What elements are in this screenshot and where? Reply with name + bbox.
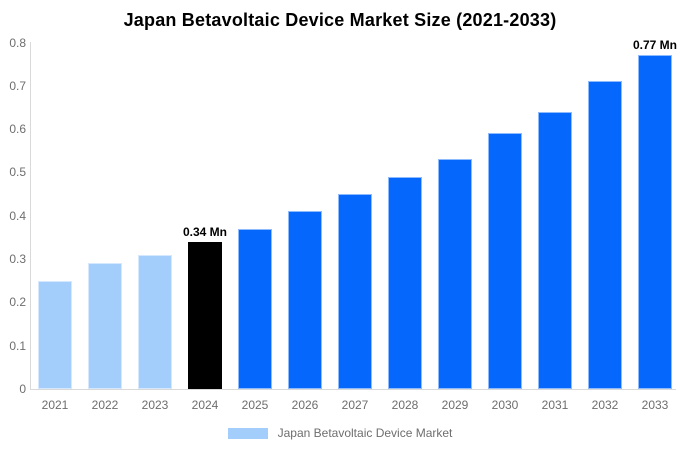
x-axis-tick-label-2031: 2031 [541,398,569,412]
y-axis-tick-label: 0 [19,382,26,396]
bar-2023[interactable] [138,254,172,389]
legend-item-japan-betavoltaic-device-market[interactable]: Japan Betavoltaic Device Market [227,426,453,440]
chart-title: Japan Betavoltaic Device Market Size (20… [123,10,557,30]
x-axis-tick-label-2027: 2027 [341,398,369,412]
x-axis-tick-label-2023: 2023 [141,398,169,412]
bar-2032[interactable] [588,81,622,389]
y-axis-tick-label: 0.2 [9,295,26,310]
x-axis-tick-label-2022: 2022 [91,398,119,412]
x-axis-line [30,389,676,390]
y-axis-tick-label: 0.6 [9,122,26,137]
y-axis-tick-label: 0.8 [9,35,26,50]
x-axis-tick-label-2026: 2026 [291,398,319,412]
bar-2031[interactable] [538,111,572,389]
bar-2030[interactable] [488,133,522,389]
bar-2029[interactable] [438,159,472,389]
x-axis-tick-label-2025: 2025 [241,398,269,412]
x-axis-tick-label-2021: 2021 [41,398,69,412]
y-axis-line [30,42,31,390]
x-axis-tick-label-2029: 2029 [441,398,469,412]
bar-2021[interactable] [38,280,72,389]
x-axis-tick-label-2033: 2033 [641,398,669,412]
legend: Japan Betavoltaic Device Market [0,426,680,440]
x-axis-tick-label-2028: 2028 [391,398,419,412]
y-axis-tick-label: 0.1 [9,338,26,353]
x-axis-tick-label-2024: 2024 [191,398,219,412]
legend-label: Japan Betavoltaic Device Market [277,426,453,440]
value-label-2033: 0.77 Mn [632,38,677,53]
bar-2025[interactable] [238,228,272,389]
bar-2033[interactable] [638,55,672,389]
bar-2028[interactable] [388,176,422,389]
value-label-2024: 0.34 Mn [182,224,227,239]
bar-2024[interactable] [188,241,222,389]
legend-swatch [227,427,268,439]
bar-2022[interactable] [88,263,122,389]
y-axis-tick-label: 0.3 [9,252,26,267]
bar-2026[interactable] [288,211,322,389]
y-axis-tick-label: 0.5 [9,165,26,180]
x-axis-tick-label-2032: 2032 [591,398,619,412]
y-axis-tick-label: 0.4 [9,208,26,223]
x-axis-tick-label-2030: 2030 [491,398,519,412]
bar-2027[interactable] [338,194,372,389]
y-axis-tick-label: 0.7 [9,78,26,93]
